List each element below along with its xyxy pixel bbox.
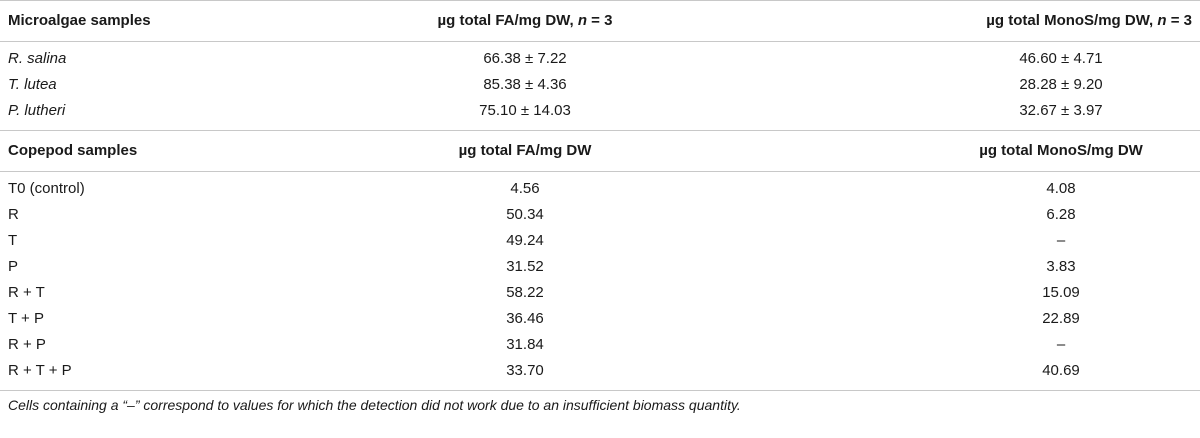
monos-value: 3.83 — [1046, 258, 1076, 275]
table-footnote: Cells containing a “–” correspond to val… — [8, 397, 741, 413]
microalgae-monos-header: µg total MonoS/mg DW, n = 3 — [750, 0, 1200, 42]
fa-value: 4.56 — [510, 180, 540, 197]
microalgae-header-row: Microalgae samples µg total FA/mg DW, n … — [0, 0, 1200, 42]
monos-value: 46.60 ± 4.71 — [1019, 50, 1103, 67]
monos-value: 22.89 — [1042, 310, 1080, 327]
copepod-header-row: Copepod samples µg total FA/mg DW µg tot… — [0, 130, 1200, 172]
table-row: T. lutea 85.38 ± 4.36 28.28 ± 9.20 — [0, 72, 1200, 98]
fa-value: 85.38 ± 4.36 — [483, 76, 567, 93]
table-row: T 49.24 – — [0, 228, 1200, 254]
sample-name: T + P — [8, 310, 44, 327]
microalgae-fa-header: µg total FA/mg DW, n = 3 — [300, 0, 750, 42]
fa-value: 58.22 — [506, 284, 544, 301]
monos-value: 6.28 — [1046, 206, 1076, 223]
fa-value: 49.24 — [506, 232, 544, 249]
table-row: P 31.52 3.83 — [0, 254, 1200, 280]
fa-value: 50.34 — [506, 206, 544, 223]
copepod-monos-header: µg total MonoS/mg DW — [750, 130, 1200, 172]
monos-value: 40.69 — [750, 358, 1200, 391]
sample-name: R + T — [8, 284, 45, 301]
fa-value: 36.46 — [506, 310, 544, 327]
sample-name: R + T + P — [0, 358, 300, 391]
fa-value: 66.38 ± 7.22 — [483, 50, 567, 67]
monos-value: 4.08 — [1046, 180, 1076, 197]
table-row: R. salina 66.38 ± 7.22 46.60 ± 4.71 — [0, 42, 1200, 73]
table-row: T + P 36.46 22.89 — [0, 306, 1200, 332]
sample-name: R. salina — [8, 50, 67, 67]
table-row: R + P 31.84 – — [0, 332, 1200, 358]
sample-name: P — [8, 258, 19, 275]
table-row: T0 (control) 4.56 4.08 — [0, 172, 1200, 203]
copepod-fa-header: µg total FA/mg DW — [300, 130, 750, 172]
monos-value: 32.67 ± 3.97 — [1019, 102, 1103, 119]
table-row: R + T + P 33.70 40.69 — [0, 358, 1200, 391]
monos-value: 28.28 ± 9.20 — [1019, 76, 1103, 93]
fa-value: 75.10 ± 14.03 — [479, 102, 571, 119]
table-row: R + T 58.22 15.09 — [0, 280, 1200, 306]
monos-value: – — [1056, 336, 1066, 353]
table-row: P. lutheri 75.10 ± 14.03 32.67 ± 3.97 — [0, 98, 1200, 131]
fa-value: 33.70 — [300, 358, 750, 391]
monos-value: – — [1056, 232, 1066, 249]
copepod-samples-header: Copepod samples — [0, 130, 300, 172]
sample-name: T0 (control) — [8, 180, 85, 197]
microalgae-samples-header: Microalgae samples — [0, 0, 300, 42]
table-row: R 50.34 6.28 — [0, 202, 1200, 228]
sample-name: P. lutheri — [8, 102, 66, 119]
sample-name: T. lutea — [8, 76, 57, 93]
monos-value: 15.09 — [1042, 284, 1080, 301]
fa-value: 31.52 — [506, 258, 544, 275]
sample-name: T — [8, 232, 18, 249]
fatty-acid-table: Microalgae samples µg total FA/mg DW, n … — [0, 0, 1200, 391]
fa-value: 31.84 — [506, 336, 544, 353]
sample-name: R + P — [8, 336, 46, 353]
sample-name: R — [8, 206, 19, 223]
